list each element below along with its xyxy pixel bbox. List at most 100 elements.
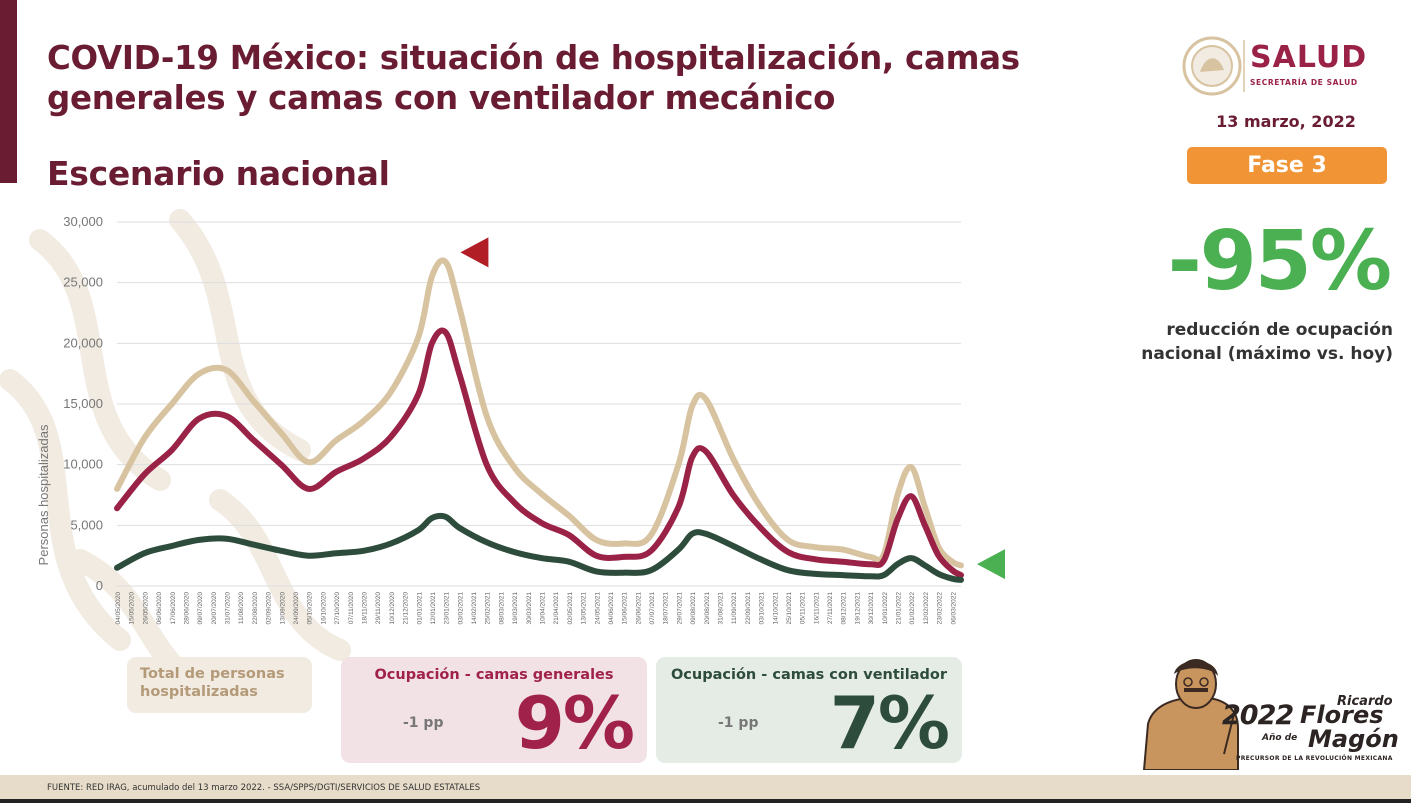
commemorative-first-name: Ricardo — [1337, 694, 1393, 709]
kpi-note-line-2: nacional (máximo vs. hoy) — [1141, 344, 1393, 364]
footer-bar: FUENTE: RED IRAG, acumulado del 13 marzo… — [0, 775, 1411, 799]
x-tick-label: 16/10/2020 — [320, 592, 327, 625]
mexican-coat-of-arms-icon — [1182, 36, 1245, 96]
x-tick-label: 09/08/2021 — [690, 592, 697, 625]
title-line-2: generales y camas con ventilador mecánic… — [47, 79, 836, 117]
y-axis-label: Personas hospitalizadas — [36, 424, 51, 565]
background-pattern — [0, 209, 351, 711]
y-tick-label: 15,000 — [63, 396, 103, 411]
x-tick-label: 14/10/2021 — [772, 592, 779, 625]
x-tick-label: 02/05/2021 — [567, 592, 574, 625]
x-tick-label: 05/11/2021 — [800, 592, 807, 624]
commemorative-surname-2: Magón — [1308, 725, 1399, 753]
series-line — [114, 257, 964, 569]
x-tick-label: 30/12/2021 — [868, 592, 875, 625]
page-title: COVID-19 México: situación de hospitaliz… — [47, 38, 1020, 118]
card-total-label-line-2: hospitalizadas — [140, 684, 258, 700]
x-tick-label: 30/03/2021 — [526, 592, 533, 625]
x-tick-label: 13/09/2020 — [279, 592, 286, 625]
x-tick-label: 10/12/2020 — [389, 592, 396, 625]
x-tick-label: 31/08/2021 — [718, 592, 725, 625]
x-tick-label: 17/06/2020 — [170, 592, 177, 625]
x-tick-label: 05/10/2020 — [307, 592, 314, 625]
commemorative-year: 2022 — [1222, 700, 1294, 731]
x-tick-label: 22/09/2021 — [745, 592, 752, 625]
card-ventilator-beds: Ocupación - camas con ventilador -1 pp 7… — [656, 657, 962, 765]
x-tick-label: 07/07/2021 — [649, 592, 656, 625]
x-tick-label: 25/02/2021 — [485, 592, 492, 625]
x-tick-label: 19/03/2021 — [512, 592, 519, 625]
logo-subtitle: SECRETARÍA DE SALUD — [1250, 78, 1358, 87]
x-tick-label: 09/07/2020 — [197, 592, 204, 625]
left-accent-bar — [0, 0, 17, 183]
x-tick-label: 12/02/2022 — [923, 592, 930, 625]
x-tick-label: 02/09/2020 — [266, 592, 273, 625]
hospitalization-line-chart: 0 5,000 10,000 15,000 20,000 25,000 30,000 Per… — [36, 214, 1005, 625]
card-total-hospitalized: Total de personas hospitalizadas — [127, 657, 312, 713]
x-tick-label: 22/08/2020 — [252, 592, 259, 625]
y-tick-label: 10,000 — [63, 457, 103, 472]
x-tick-label: 29/11/2020 — [375, 592, 382, 624]
x-tick-label: 11/09/2021 — [731, 592, 738, 624]
report-date: 13 marzo, 2022 — [1216, 112, 1356, 131]
x-tick-label: 18/11/2020 — [361, 592, 368, 624]
x-tick-label: 31/07/2020 — [225, 592, 232, 625]
x-tick-label: 19/12/2021 — [854, 592, 861, 625]
x-tick-label: 06/03/2022 — [950, 592, 957, 625]
card-general-beds: Ocupación - camas generales -1 pp 9% — [341, 657, 647, 765]
x-tick-label: 21/04/2021 — [553, 592, 560, 625]
y-tick-label: 20,000 — [63, 335, 103, 350]
x-tick-label: 26/06/2021 — [635, 592, 642, 625]
x-tick-label: 29/07/2021 — [676, 592, 683, 625]
chart-markers — [460, 237, 1005, 580]
y-tick-label: 25,000 — [63, 275, 103, 290]
x-tick-label: 24/05/2021 — [594, 592, 601, 625]
kpi-note-line-1: reducción de ocupación — [1166, 320, 1393, 340]
x-tick-label: 23/01/2021 — [444, 592, 451, 625]
x-tick-label: 26/05/2020 — [142, 592, 149, 625]
kpi-value: -95% — [1167, 214, 1392, 309]
commemorative-ano-de: Año de — [1262, 733, 1298, 743]
kpi-note: reducción de ocupación nacional (máximo … — [1120, 318, 1393, 366]
x-tick-label: 10/01/2022 — [882, 592, 889, 625]
card-ventilator-delta: -1 pp — [718, 715, 759, 731]
card-ventilator-value: 7% — [829, 681, 950, 765]
card-total-label-line-1: Total de personas — [140, 666, 285, 682]
commemorative-surnames: Flores Magón — [1300, 703, 1399, 751]
x-tick-label: 25/10/2021 — [786, 592, 793, 625]
card-ventilator-title: Ocupación - camas con ventilador — [670, 667, 947, 683]
card-general-delta: -1 pp — [403, 715, 444, 731]
ricardo-flores-magon-portrait-icon — [1142, 659, 1239, 770]
x-tick-label: 08/03/2021 — [498, 592, 505, 625]
logo-name: SALUD — [1250, 40, 1368, 75]
x-tick-label: 23/02/2022 — [937, 592, 944, 625]
x-tick-label: 08/12/2021 — [841, 592, 848, 625]
x-tick-label: 20/08/2021 — [704, 592, 711, 625]
footer-edge — [0, 799, 1411, 803]
y-tick-label: 30,000 — [63, 214, 103, 229]
x-tick-label: 15/05/2020 — [129, 592, 136, 625]
triangle-marker-icon — [460, 237, 489, 268]
x-tick-label: 13/05/2021 — [581, 592, 588, 625]
series-line — [114, 512, 964, 583]
x-tick-label: 20/07/2020 — [211, 592, 218, 625]
x-tick-label: 21/01/2022 — [896, 592, 903, 625]
footer-source: FUENTE: RED IRAG, acumulado del 13 marzo… — [47, 783, 481, 793]
x-tick-label: 12/01/2021 — [430, 592, 437, 625]
commemorative-surname-1: Flores — [1300, 701, 1384, 729]
x-tick-label: 21/12/2020 — [403, 592, 410, 625]
x-tick-label: 03/02/2021 — [457, 592, 464, 625]
x-tick-label: 04/06/2021 — [608, 592, 615, 625]
x-tick-label: 10/04/2021 — [539, 592, 546, 625]
phase-badge: Fase 3 — [1187, 147, 1387, 184]
triangle-marker-icon — [977, 549, 1005, 580]
x-tick-label: 06/06/2020 — [156, 592, 163, 625]
x-tick-label: 27/11/2021 — [827, 592, 834, 624]
y-axis-ticks: 0 5,000 10,000 15,000 20,000 25,000 30,000 — [63, 214, 103, 593]
x-tick-label: 03/10/2021 — [759, 592, 766, 625]
x-tick-label: 15/06/2021 — [622, 592, 629, 625]
page-subtitle: Escenario nacional — [47, 154, 390, 193]
chart-series — [114, 257, 964, 583]
y-tick-label: 5,000 — [70, 517, 103, 532]
x-tick-label: 14/02/2021 — [471, 592, 478, 625]
